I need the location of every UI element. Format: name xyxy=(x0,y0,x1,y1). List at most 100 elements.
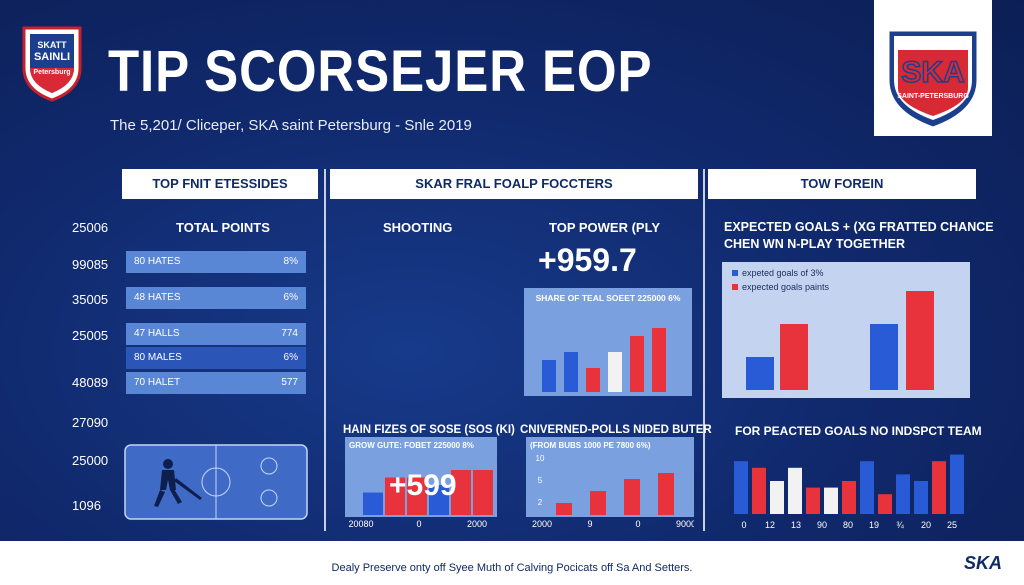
bar-11 xyxy=(932,461,946,514)
stat-row-value: 6% xyxy=(283,352,298,363)
bar-9 xyxy=(896,474,910,514)
bar-3 xyxy=(608,352,622,392)
footer-text: Dealy Preserve onty off Syee Muth of Cal… xyxy=(331,562,693,574)
y-label-0: 25006 xyxy=(72,220,109,235)
footer-bar xyxy=(0,541,1024,585)
logo-right-sub: SAINT-PETERSBURG xyxy=(897,93,969,100)
chart-expected-goals: expeted goals of 3% expected goals paint… xyxy=(722,262,970,398)
stat-row-0: 80 HATES 8% xyxy=(126,251,306,273)
y-label-2: 35005 xyxy=(72,292,109,307)
bar-2 xyxy=(624,479,640,515)
divider-left xyxy=(324,169,326,531)
tick-label-0: 10 xyxy=(536,454,545,463)
panel-header-middle: SKAR FRAL FOALP FOCCTERS xyxy=(330,169,698,199)
bar-0 xyxy=(746,357,774,390)
tick-label-3: 90 xyxy=(817,520,827,530)
page-title: TIP SCORSEJER EOP xyxy=(108,39,653,104)
tick-label-8: 25 xyxy=(947,520,957,530)
bar-5 xyxy=(473,470,493,515)
bar-1 xyxy=(385,477,405,515)
stat-row-3: 80 MALES 6% xyxy=(126,347,306,369)
chart-title: SHARE OF TEAL SOEET 225000 6% xyxy=(536,293,681,303)
legend-label: expected goals paints xyxy=(742,282,830,292)
panel-header-right: TOW FOREIN xyxy=(708,169,976,199)
ska-shield-logo: SKA SAINT-PETERSBURG xyxy=(886,28,980,130)
bar-0 xyxy=(734,461,748,514)
y-label-7: 1096 xyxy=(72,498,101,513)
bar-12 xyxy=(950,454,964,514)
tick-label-3: 9000 xyxy=(676,519,694,529)
logo-left-line2: SAINLI xyxy=(34,51,70,63)
logo-left-line1: SKATT xyxy=(37,40,67,50)
stat-row-name: 47 HALLS xyxy=(134,328,180,339)
bar-1 xyxy=(590,491,606,515)
stat-row-name: 80 HATES xyxy=(134,256,181,267)
page-subtitle: The 5,201/ Cliceper, SKA saint Petersbur… xyxy=(110,117,472,134)
y-label-3: 25005 xyxy=(72,328,109,343)
bar-2 xyxy=(870,324,898,390)
tick-label-1: 9 xyxy=(587,519,592,529)
chart-peacted-goals: 0 12 13 90 80 19 ¾ 20 25 xyxy=(734,454,964,530)
bar-10 xyxy=(914,481,928,514)
tick-label-2: 2000 xyxy=(467,519,487,529)
stat-row-name: 70 HALET xyxy=(134,377,181,388)
stat-row-value: 577 xyxy=(281,377,298,388)
chart-subtitle: (FROM BUBS 1000 PE 7800 6%) xyxy=(530,441,651,450)
bar-3 xyxy=(906,291,934,390)
ska-logo-card: SKA SAINT-PETERSBURG xyxy=(874,0,992,136)
tick-label-1: 5 xyxy=(538,476,543,485)
stat-row-name: 48 HATES xyxy=(134,292,181,303)
ska-crest-left-logo: SKATT SAINLI Petersburg xyxy=(22,26,82,102)
tick-label-2: 13 xyxy=(791,520,801,530)
legend-label: expeted goals of 3% xyxy=(742,268,824,278)
stat-row-4: 70 HALET 577 xyxy=(126,372,306,394)
bar-4 xyxy=(451,470,471,515)
bar-2 xyxy=(770,481,784,514)
stat-row-value: 6% xyxy=(283,292,298,303)
y-label-1: 99085 xyxy=(72,257,109,272)
tick-label-2: 0 xyxy=(635,519,640,529)
divider-right xyxy=(703,169,705,531)
legend-swatch-blue xyxy=(732,270,738,276)
bar-5 xyxy=(652,328,666,392)
y-label-6: 25000 xyxy=(72,453,109,468)
bar-5 xyxy=(824,487,838,514)
logo-right-ska: SKA xyxy=(901,56,964,89)
hockey-player-icon xyxy=(154,459,202,507)
tick-label-0: 2000 xyxy=(532,519,552,529)
stat-row-value: 8% xyxy=(283,256,298,267)
stat-row-2: 47 HALLS 774 xyxy=(126,323,306,345)
y-label-4: 48089 xyxy=(72,375,109,390)
stat-row-name: 80 MALES xyxy=(134,352,182,363)
chart-hain-fizes: GROW GUTE: FOBET 225000 8% +599 20080 0 20… xyxy=(345,437,497,529)
bar-4 xyxy=(806,487,820,514)
bar-1 xyxy=(780,324,808,390)
bar-0 xyxy=(363,492,383,515)
right-bottom-title: FOR PEACTED GOALS NO INDSPCT TEAM xyxy=(735,424,982,438)
bar-0 xyxy=(542,360,556,392)
tick-label-0: 20080 xyxy=(348,519,373,529)
chart-cniverned-polls: (FROM BUBS 1000 PE 7800 6%) 10 5 2 2000 9 0 9… xyxy=(526,437,694,529)
stat-row-1: 48 HATES 6% xyxy=(126,287,306,309)
bar-3 xyxy=(658,473,674,515)
total-points-label: TOTAL POINTS xyxy=(176,220,270,235)
bar-6 xyxy=(842,481,856,514)
bar-1 xyxy=(564,352,578,392)
y-label-5: 27090 xyxy=(72,415,109,430)
bottom-right-title: CNIVERNED-POLLS NIDED BUTER xyxy=(520,424,712,436)
chart-share-of-teal: SHARE OF TEAL SOEET 225000 6% xyxy=(524,288,692,396)
bar-0 xyxy=(556,503,572,515)
footer-brand: SKA xyxy=(964,553,1003,573)
top-power-label: TOP POWER (PLY xyxy=(549,220,661,235)
tick-label-1: 12 xyxy=(765,520,775,530)
big-value: +959.7 xyxy=(538,242,637,278)
logo-left-line3: Petersburg xyxy=(34,69,71,76)
bar-3 xyxy=(429,485,449,515)
bar-8 xyxy=(878,494,892,514)
bar-2 xyxy=(586,368,600,392)
chart-subtitle: GROW GUTE: FOBET 225000 8% xyxy=(349,441,474,450)
big-value-2: +599 xyxy=(389,469,457,502)
bar-2 xyxy=(407,477,427,515)
bar-7 xyxy=(860,461,874,514)
hockey-rink-illustration xyxy=(124,444,308,520)
